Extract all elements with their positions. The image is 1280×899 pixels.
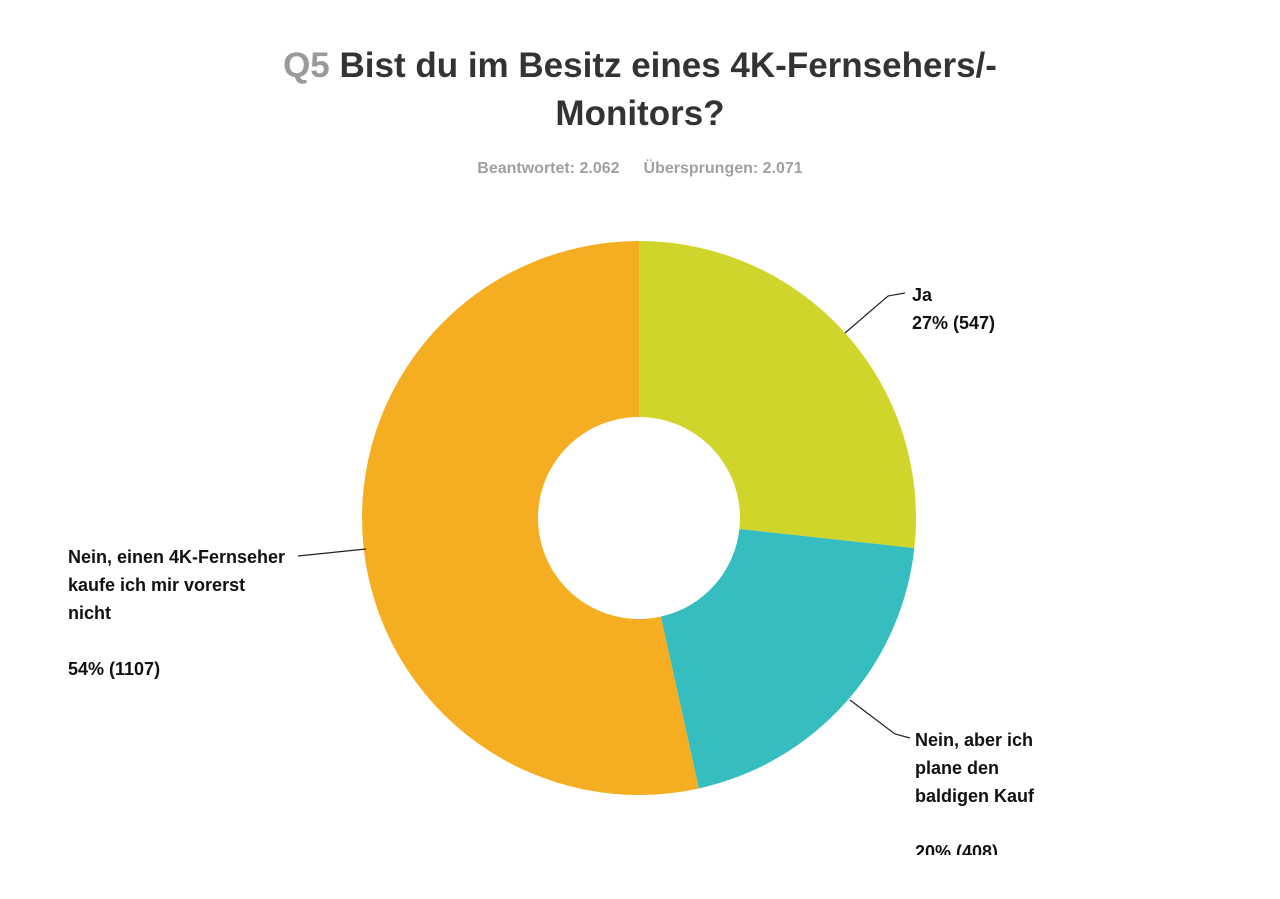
- value-label: 54% (1107): [68, 659, 161, 679]
- chart: [297, 241, 916, 795]
- leader-line: [297, 548, 367, 557]
- slice-label: Nein, einen 4K-Fernseher kaufe ich mir v…: [68, 543, 293, 683]
- leader-line: [844, 292, 906, 334]
- slice: [660, 528, 915, 789]
- category-label: Nein, aber ich plane den baldigen Kauf: [915, 730, 1035, 806]
- slice-label: Ja 27% (547): [912, 281, 1072, 337]
- leader-line: [849, 699, 911, 739]
- chart-area: Ja 27% (547) Nein, aber ich plane den bald…: [68, 241, 1072, 855]
- slice-label: Nein, aber ich plane den baldigen Kauf 20…: [915, 726, 1040, 855]
- category-label: Nein, einen 4K-Fernseher kaufe ich mir v…: [68, 547, 286, 623]
- chart-title: Bist du im Besitz eines 4K-Fernsehers/-M…: [339, 46, 997, 133]
- value-label: 20% (408): [915, 842, 999, 855]
- value-label: 27% (547): [912, 313, 996, 333]
- skipped: Übersprungen: 2.071: [643, 160, 803, 177]
- chart-title-block: Q5 Bist du im Besitz eines 4K-Fernsehers…: [240, 42, 1040, 138]
- question-number: Q5: [283, 46, 330, 85]
- subtitle: Beantwortet: 2.062 Übersprungen: 2.071: [0, 160, 1280, 178]
- category-label: Ja: [912, 285, 933, 305]
- slice: [362, 241, 699, 795]
- answered: Beantwortet: 2.062: [477, 160, 620, 177]
- slice: [639, 241, 916, 549]
